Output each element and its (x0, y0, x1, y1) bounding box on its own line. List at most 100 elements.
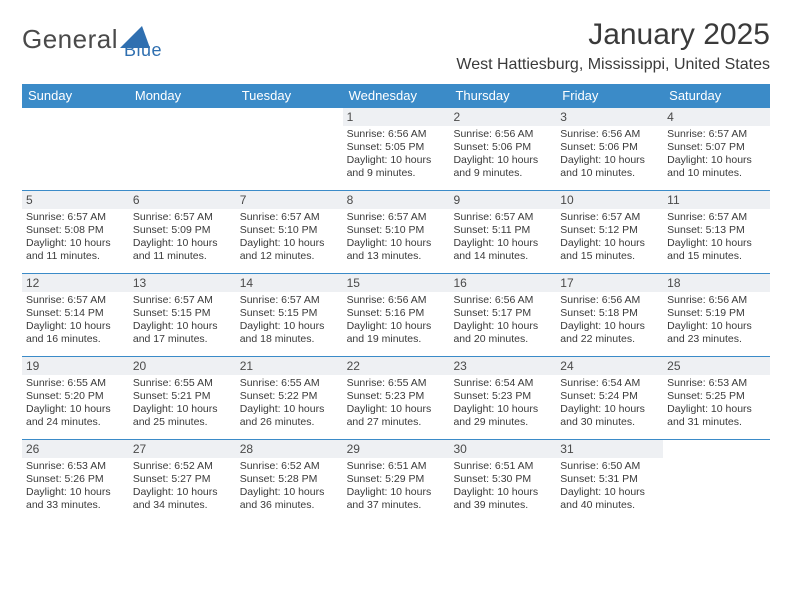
day-info: Sunrise: 6:57 AMSunset: 5:07 PMDaylight:… (667, 128, 766, 181)
day-info: Sunrise: 6:51 AMSunset: 5:29 PMDaylight:… (347, 460, 446, 513)
day-cell: 14Sunrise: 6:57 AMSunset: 5:15 PMDayligh… (236, 274, 343, 356)
month-title: January 2025 (456, 18, 770, 52)
day-number: 23 (449, 357, 556, 375)
day-cell: 2 Sunrise: 6:56 AMSunset: 5:06 PMDaylight… (449, 108, 556, 190)
day-info: Sunrise: 6:52 AMSunset: 5:28 PMDaylight:… (240, 460, 339, 513)
day-cell: 12 Sunrise: 6:57 AMSunset: 5:14 PMDayligh… (22, 274, 129, 356)
day-cell: 6 Sunrise: 6:57 AMSunset: 5:09 PMDaylight… (129, 191, 236, 273)
day-info: Sunrise: 6:57 AMSunset: 5:12 PMDaylight:… (560, 211, 659, 264)
day-cell: 8Sunrise: 6:57 AMSunset: 5:10 PMDaylight… (343, 191, 450, 273)
day-cell: 9 Sunrise: 6:57 AMSunset: 5:11 PMDaylight… (449, 191, 556, 273)
day-info: Sunrise: 6:57 AMSunset: 5:15 PMDaylight:… (240, 294, 339, 347)
day-cell: 11Sunrise: 6:57 AMSunset: 5:13 PMDayligh… (663, 191, 770, 273)
weeks-container: 1Sunrise: 6:56 AMSunset: 5:05 PMDaylight… (22, 108, 770, 522)
day-cell: 20 Sunrise: 6:55 AMSunset: 5:21 PMDayligh… (129, 357, 236, 439)
day-info: Sunrise: 6:55 AMSunset: 5:20 PMDaylight:… (26, 377, 125, 430)
day-cell: 13Sunrise: 6:57 AMSunset: 5:15 PMDayligh… (129, 274, 236, 356)
week-row: 12 Sunrise: 6:57 AMSunset: 5:14 PMDayligh… (22, 274, 770, 357)
day-cell: 5 Sunrise: 6:57 AMSunset: 5:08 PMDaylight… (22, 191, 129, 273)
top-bar: General Blue January 2025 West Hattiesbu… (22, 18, 770, 74)
day-number: 19 (22, 357, 129, 375)
day-number: 12 (22, 274, 129, 292)
weekday-header: Wednesday (343, 84, 450, 108)
day-cell: 7Sunrise: 6:57 AMSunset: 5:10 PMDaylight… (236, 191, 343, 273)
day-number: 18 (663, 274, 770, 292)
day-number: 9 (449, 191, 556, 209)
day-info: Sunrise: 6:55 AMSunset: 5:23 PMDaylight:… (347, 377, 446, 430)
day-cell: 28 Sunrise: 6:52 AMSunset: 5:28 PMDayligh… (236, 440, 343, 522)
day-number: 5 (22, 191, 129, 209)
week-row: 19 Sunrise: 6:55 AMSunset: 5:20 PMDayligh… (22, 357, 770, 440)
day-number: 26 (22, 440, 129, 458)
calendar-page: General Blue January 2025 West Hattiesbu… (0, 0, 792, 522)
day-info: Sunrise: 6:56 AMSunset: 5:19 PMDaylight:… (667, 294, 766, 347)
day-number: 21 (236, 357, 343, 375)
day-number: 6 (129, 191, 236, 209)
day-info: Sunrise: 6:57 AMSunset: 5:08 PMDaylight:… (26, 211, 125, 264)
day-info: Sunrise: 6:55 AMSunset: 5:21 PMDaylight:… (133, 377, 232, 430)
day-number: 22 (343, 357, 450, 375)
weekday-header: Monday (129, 84, 236, 108)
day-info: Sunrise: 6:57 AMSunset: 5:09 PMDaylight:… (133, 211, 232, 264)
day-cell: 24 Sunrise: 6:54 AMSunset: 5:24 PMDayligh… (556, 357, 663, 439)
day-number: 31 (556, 440, 663, 458)
weekday-header: Thursday (449, 84, 556, 108)
day-info: Sunrise: 6:55 AMSunset: 5:22 PMDaylight:… (240, 377, 339, 430)
day-info: Sunrise: 6:52 AMSunset: 5:27 PMDaylight:… (133, 460, 232, 513)
day-number: 24 (556, 357, 663, 375)
day-cell: 22 Sunrise: 6:55 AMSunset: 5:23 PMDayligh… (343, 357, 450, 439)
day-info: Sunrise: 6:56 AMSunset: 5:05 PMDaylight:… (347, 128, 446, 181)
day-cell (22, 108, 129, 190)
day-cell: 17Sunrise: 6:56 AMSunset: 5:18 PMDayligh… (556, 274, 663, 356)
day-cell: 29 Sunrise: 6:51 AMSunset: 5:29 PMDayligh… (343, 440, 450, 522)
day-number: 30 (449, 440, 556, 458)
day-cell: 4 Sunrise: 6:57 AMSunset: 5:07 PMDaylight… (663, 108, 770, 190)
day-number: 2 (449, 108, 556, 126)
day-info: Sunrise: 6:57 AMSunset: 5:14 PMDaylight:… (26, 294, 125, 347)
day-number: 15 (343, 274, 450, 292)
day-number: 28 (236, 440, 343, 458)
week-row: 1Sunrise: 6:56 AMSunset: 5:05 PMDaylight… (22, 108, 770, 191)
day-cell (129, 108, 236, 190)
day-info: Sunrise: 6:57 AMSunset: 5:10 PMDaylight:… (347, 211, 446, 264)
day-cell: 16Sunrise: 6:56 AMSunset: 5:17 PMDayligh… (449, 274, 556, 356)
day-info: Sunrise: 6:56 AMSunset: 5:06 PMDaylight:… (453, 128, 552, 181)
day-cell: 26Sunrise: 6:53 AMSunset: 5:26 PMDayligh… (22, 440, 129, 522)
day-cell: 3 Sunrise: 6:56 AMSunset: 5:06 PMDaylight… (556, 108, 663, 190)
weekday-header: Saturday (663, 84, 770, 108)
day-cell: 30Sunrise: 6:51 AMSunset: 5:30 PMDayligh… (449, 440, 556, 522)
day-number: 10 (556, 191, 663, 209)
day-info: Sunrise: 6:56 AMSunset: 5:17 PMDaylight:… (453, 294, 552, 347)
day-number: 3 (556, 108, 663, 126)
day-cell: 19 Sunrise: 6:55 AMSunset: 5:20 PMDayligh… (22, 357, 129, 439)
day-cell: 10 Sunrise: 6:57 AMSunset: 5:12 PMDayligh… (556, 191, 663, 273)
day-info: Sunrise: 6:53 AMSunset: 5:25 PMDaylight:… (667, 377, 766, 430)
day-cell (236, 108, 343, 190)
day-number: 4 (663, 108, 770, 126)
weekday-header: Friday (556, 84, 663, 108)
week-row: 26Sunrise: 6:53 AMSunset: 5:26 PMDayligh… (22, 440, 770, 522)
day-info: Sunrise: 6:57 AMSunset: 5:15 PMDaylight:… (133, 294, 232, 347)
day-cell: 15 Sunrise: 6:56 AMSunset: 5:16 PMDayligh… (343, 274, 450, 356)
day-info: Sunrise: 6:54 AMSunset: 5:24 PMDaylight:… (560, 377, 659, 430)
day-cell: 18 Sunrise: 6:56 AMSunset: 5:19 PMDayligh… (663, 274, 770, 356)
day-cell: 21 Sunrise: 6:55 AMSunset: 5:22 PMDayligh… (236, 357, 343, 439)
logo-text-blue: Blue (124, 40, 162, 61)
title-block: January 2025 West Hattiesburg, Mississip… (456, 18, 770, 74)
weekday-header-row: SundayMondayTuesdayWednesdayThursdayFrid… (22, 84, 770, 108)
day-number: 29 (343, 440, 450, 458)
day-info: Sunrise: 6:56 AMSunset: 5:06 PMDaylight:… (560, 128, 659, 181)
day-cell: 25Sunrise: 6:53 AMSunset: 5:25 PMDayligh… (663, 357, 770, 439)
day-number: 20 (129, 357, 236, 375)
day-cell: 23Sunrise: 6:54 AMSunset: 5:23 PMDayligh… (449, 357, 556, 439)
day-cell (663, 440, 770, 522)
location: West Hattiesburg, Mississippi, United St… (456, 56, 770, 74)
day-cell: 1Sunrise: 6:56 AMSunset: 5:05 PMDaylight… (343, 108, 450, 190)
weekday-header: Sunday (22, 84, 129, 108)
day-info: Sunrise: 6:56 AMSunset: 5:16 PMDaylight:… (347, 294, 446, 347)
day-info: Sunrise: 6:50 AMSunset: 5:31 PMDaylight:… (560, 460, 659, 513)
day-info: Sunrise: 6:57 AMSunset: 5:11 PMDaylight:… (453, 211, 552, 264)
day-info: Sunrise: 6:57 AMSunset: 5:13 PMDaylight:… (667, 211, 766, 264)
logo-text-general: General (22, 24, 118, 55)
day-number: 17 (556, 274, 663, 292)
